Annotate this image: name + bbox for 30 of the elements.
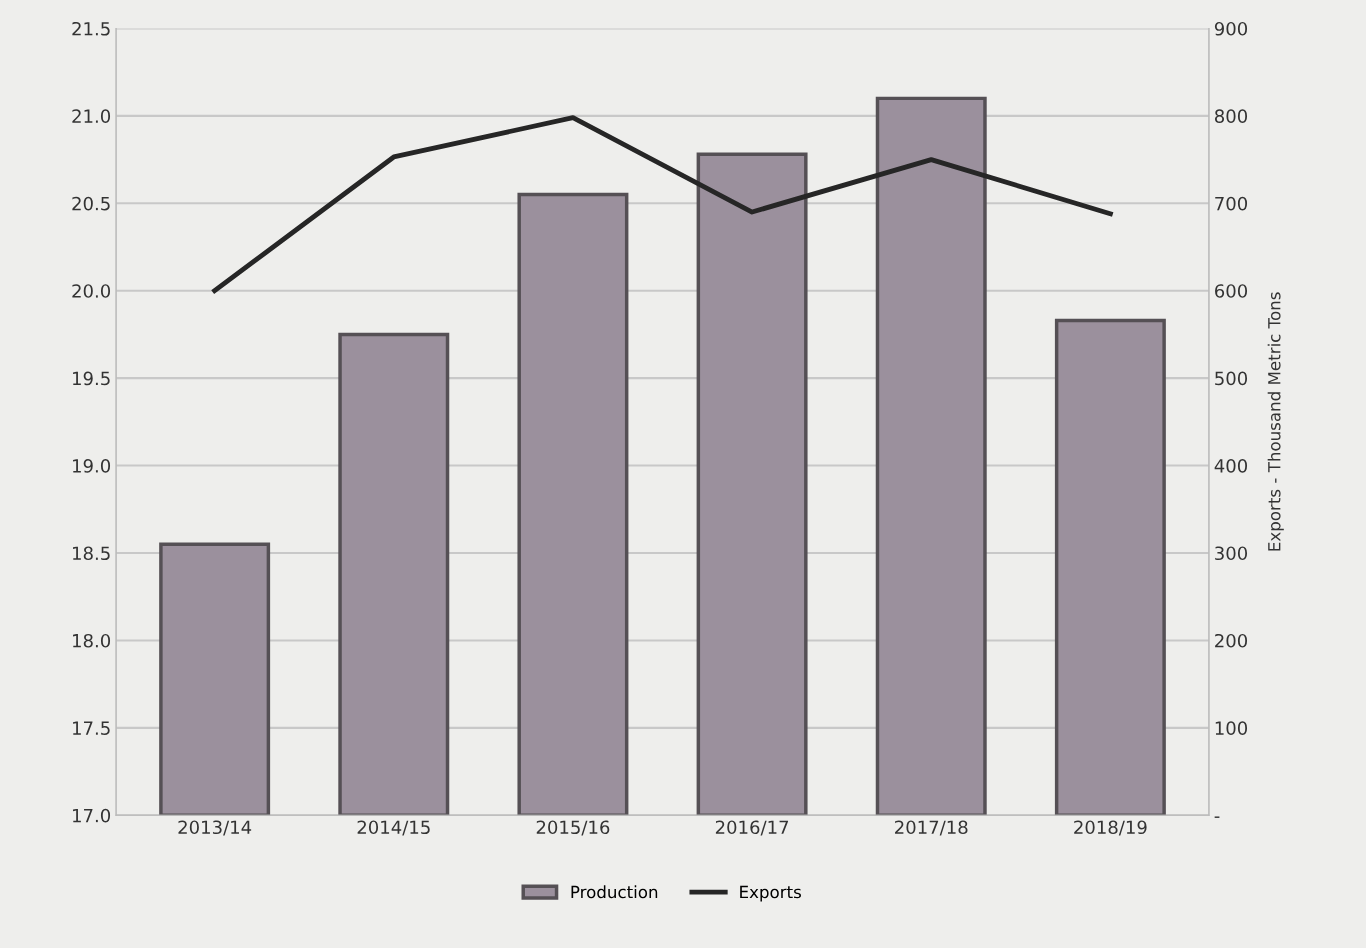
x-tick-label: 2013/14 — [178, 820, 252, 836]
y2-tick-label: 900 — [1214, 21, 1248, 36]
x-tick-label: 2016/17 — [715, 820, 789, 836]
y-tick-label: 17.5 — [73, 721, 110, 735]
y2-tick-label: 100 — [1215, 721, 1248, 735]
y-tick-label: 20.0 — [72, 284, 111, 298]
x-tick-label: 2018/19 — [1074, 820, 1147, 836]
y2-tick-label: 200 — [1215, 633, 1248, 648]
y2-axis-title: Exports - Thousand Metric Tons — [1267, 292, 1284, 551]
y2-tick-label: 600 — [1215, 284, 1248, 298]
y-tick-label: 20.5 — [72, 196, 110, 211]
y2-tick-label: - — [1214, 816, 1220, 818]
y-tick-label: 18.5 — [73, 546, 110, 561]
y-tick-label: 21.0 — [72, 109, 111, 123]
y-tick-label: 19.0 — [73, 459, 111, 473]
x-tick-label: 2015/16 — [536, 820, 610, 836]
y2-tick-label: 500 — [1215, 371, 1248, 386]
y2-tick-label: 400 — [1214, 459, 1248, 473]
y-tick-label: 18.0 — [73, 633, 111, 648]
x-tick-label: 2017/18 — [895, 820, 968, 836]
y2-tick-label: 300 — [1215, 546, 1248, 561]
y-tick-label: 17.0 — [73, 808, 111, 823]
legend-label: Production — [571, 885, 658, 899]
x-tick-label: 2014/15 — [357, 820, 430, 836]
y-tick-label: 21.5 — [72, 21, 110, 36]
y2-tick-label: 700 — [1215, 196, 1248, 211]
legend-label: Exports — [740, 885, 801, 902]
line-series — [212, 115, 1113, 294]
y-tick-label: 19.5 — [73, 371, 110, 386]
y2-tick-label: 800 — [1215, 109, 1248, 123]
